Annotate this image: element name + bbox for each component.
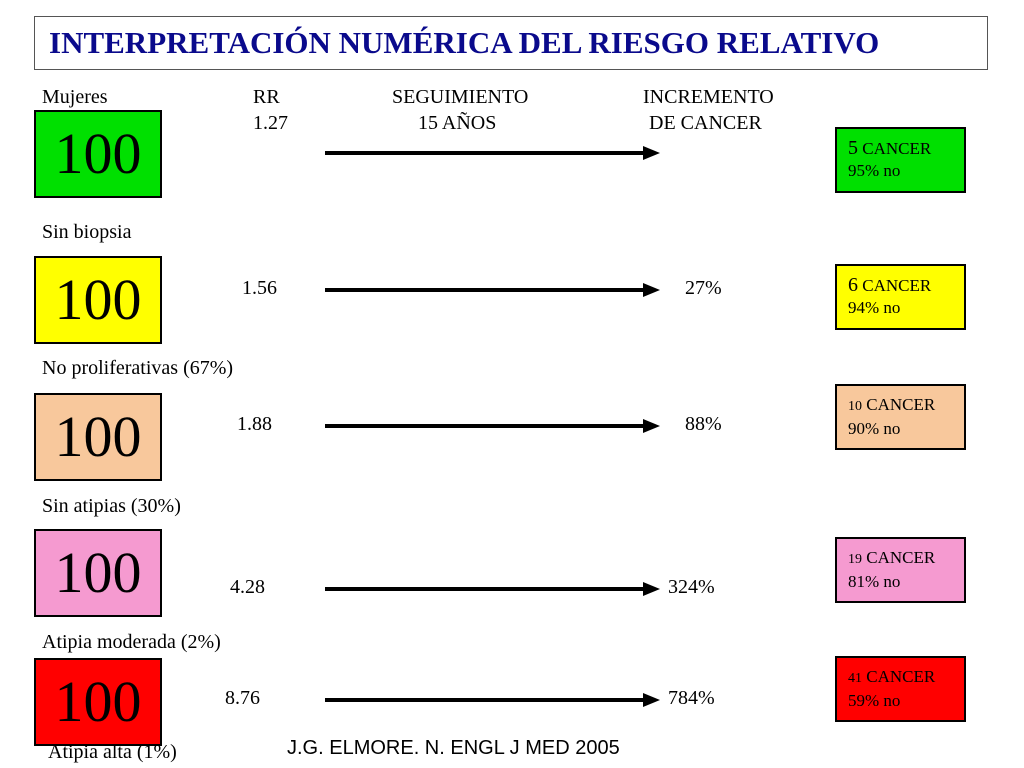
result-no: 90% no <box>848 419 901 438</box>
count-value: 100 <box>54 540 142 605</box>
page-title: INTERPRETACIÓN NUMÉRICA DEL RIESGO RELAT… <box>49 25 880 60</box>
count-value: 100 <box>54 669 142 734</box>
arrow-icon <box>325 582 660 596</box>
group-label-2: No proliferativas (67%) <box>42 357 234 379</box>
rr-value-row-3: 1.88 <box>237 413 272 435</box>
rr-value-row-2: 1.56 <box>242 277 277 299</box>
count-box-4: 100 <box>34 529 162 617</box>
count-value: 100 <box>54 267 142 332</box>
result-box-4: 19 CANCER 81% no <box>835 537 966 603</box>
header-seguimiento: SEGUIMIENTO <box>392 86 529 108</box>
count-value: 100 <box>54 121 142 186</box>
header-rr: RR <box>253 86 280 108</box>
result-word: CANCER <box>866 667 936 686</box>
title-box: INTERPRETACIÓN NUMÉRICA DEL RIESGO RELAT… <box>34 16 988 70</box>
result-no: 94% no <box>848 298 901 317</box>
rr-value-row-1: 1.27 <box>253 112 288 134</box>
rr-value-row-5: 8.76 <box>225 687 260 709</box>
group-label-1: Sin biopsia <box>42 221 132 243</box>
count-box-2: 100 <box>34 256 162 344</box>
group-label-4: Atipia moderada (2%) <box>42 631 221 653</box>
result-count: 5 <box>848 137 858 159</box>
result-no: 81% no <box>848 572 901 591</box>
arrow-icon <box>325 146 660 160</box>
result-box-3: 10 CANCER 90% no <box>835 384 966 450</box>
citation: J.G. ELMORE. N. ENGL J MED 2005 <box>287 737 620 759</box>
arrow-icon <box>325 283 660 297</box>
result-box-2: 6 CANCER 94% no <box>835 264 966 330</box>
result-count: 6 <box>848 274 858 296</box>
increment-row-3: 88% <box>685 413 722 435</box>
count-box-5: 100 <box>34 658 162 746</box>
group-label-5: Atipia alta (1%) <box>48 741 177 763</box>
arrow-icon <box>325 419 660 433</box>
header-incremento: INCREMENTO <box>643 86 774 108</box>
result-box-1: 5 CANCER 95% no <box>835 127 966 193</box>
result-count: 10 <box>848 399 862 414</box>
header-mujeres: Mujeres <box>42 86 108 108</box>
result-word: CANCER <box>866 395 936 414</box>
arrow-icon <box>325 693 660 707</box>
result-word: CANCER <box>862 276 932 295</box>
count-box-1: 100 <box>34 110 162 198</box>
result-no: 95% no <box>848 161 901 180</box>
increment-row-2: 27% <box>685 277 722 299</box>
result-word: CANCER <box>862 139 932 158</box>
result-box-5: 41 CANCER 59% no <box>835 656 966 722</box>
rr-value-row-4: 4.28 <box>230 576 265 598</box>
result-count: 19 <box>848 552 862 567</box>
result-word: CANCER <box>866 548 936 567</box>
group-label-3: Sin atipias (30%) <box>42 495 181 517</box>
result-count: 41 <box>848 671 862 686</box>
increment-row-5: 784% <box>668 687 715 709</box>
count-value: 100 <box>54 404 142 469</box>
count-box-3: 100 <box>34 393 162 481</box>
header-incremento-sub: DE CANCER <box>649 112 762 134</box>
increment-row-4: 324% <box>668 576 715 598</box>
header-seguimiento-sub: 15 AÑOS <box>418 112 497 134</box>
result-no: 59% no <box>848 691 901 710</box>
